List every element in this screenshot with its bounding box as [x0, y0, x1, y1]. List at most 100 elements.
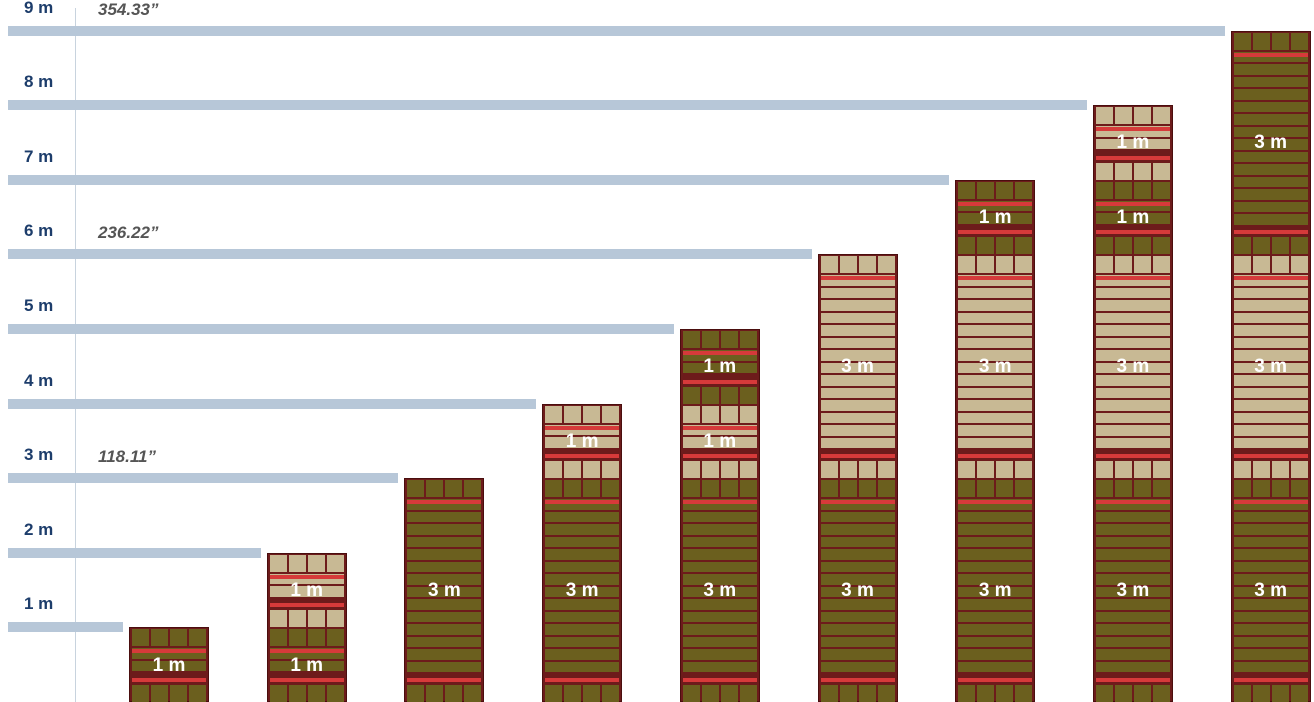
segment-plank	[820, 300, 895, 311]
segment-3m: 3 m	[1233, 480, 1308, 702]
segment-plank	[1233, 362, 1308, 374]
segment-plank	[1095, 200, 1170, 212]
segment-beam	[820, 276, 895, 281]
segment-3m: 3 m	[407, 480, 482, 702]
segment-plank	[1095, 636, 1170, 648]
segment-label: 1 m	[703, 430, 737, 452]
segment-cell-row	[1095, 461, 1170, 479]
segment-plank	[545, 649, 620, 660]
segment-cell-row	[958, 461, 1033, 479]
segment-plank	[545, 624, 620, 635]
segment-plank	[1095, 337, 1170, 349]
segment-plank	[1095, 287, 1170, 299]
segment-beam	[958, 230, 1033, 235]
segment-cell-row	[958, 181, 1033, 199]
segment-cell-row	[1233, 32, 1308, 50]
segment-plank	[958, 649, 1033, 660]
segment-plank	[682, 599, 757, 610]
segment-plank	[958, 400, 1033, 411]
segment-plank	[682, 424, 757, 436]
inch-label-9m: 354.33”	[98, 0, 159, 19]
segment-plank	[407, 524, 482, 535]
segment-beam	[1233, 677, 1308, 682]
segment-cell-row	[820, 684, 895, 702]
segment-label: 1 m	[152, 654, 186, 676]
segment-plank	[545, 424, 620, 436]
segment-plank	[1095, 549, 1170, 560]
segment-cell-row	[1233, 461, 1308, 479]
segment-cell-row	[545, 480, 620, 498]
segment-plank	[407, 536, 482, 548]
segment-cell-row	[132, 684, 206, 702]
segment-beam	[545, 500, 620, 505]
segment-plank	[545, 549, 620, 560]
segment-label: 3 m	[841, 580, 874, 602]
segment-plank	[958, 350, 1033, 361]
segment-beam	[269, 603, 344, 608]
segment-plank	[820, 649, 895, 660]
segment-plank	[1095, 350, 1170, 361]
segment-plank	[1233, 139, 1308, 150]
segment-plank	[1095, 649, 1170, 660]
segment-plank	[1095, 387, 1170, 399]
segment-1m: 1 m	[269, 554, 344, 628]
segment-cell-row	[1233, 256, 1308, 274]
segment-plank	[407, 511, 482, 523]
segment-plank	[958, 300, 1033, 311]
segment-label: 1 m	[1116, 132, 1150, 154]
segment-plank	[958, 375, 1033, 386]
segment-plank	[820, 362, 895, 374]
segment-plank	[682, 437, 757, 448]
segment-1m: 1 m	[958, 181, 1033, 255]
segment-plank	[407, 636, 482, 648]
scale-label-1m: 1 m	[24, 594, 54, 614]
segment-plank	[958, 636, 1033, 648]
segment-plank	[1233, 387, 1308, 399]
height-bar-2m	[8, 547, 261, 558]
segment-plank	[958, 549, 1033, 560]
segment-label: 1 m	[703, 356, 737, 378]
segment-plank	[958, 624, 1033, 635]
scale-label-3m: 3 m	[24, 445, 54, 465]
segment-plank	[1233, 325, 1308, 336]
vertical-axis-line	[75, 8, 76, 702]
segment-label: 3 m	[1116, 580, 1150, 602]
segment-plank	[820, 549, 895, 560]
segment-beam	[1233, 276, 1308, 281]
segment-3m: 3 m	[820, 480, 895, 702]
segment-plank	[1233, 101, 1308, 113]
segment-plank	[1233, 499, 1308, 510]
segment-beam	[1233, 52, 1308, 57]
segment-plank	[1233, 661, 1308, 673]
segment-beam	[545, 677, 620, 682]
segment-plank	[820, 599, 895, 610]
segment-label: 3 m	[1116, 356, 1150, 378]
segment-plank	[820, 574, 895, 585]
tower-column-6m: 3 m 3 m	[817, 254, 898, 702]
tower-column-3m: 3 m	[404, 478, 485, 702]
segment-cell-row	[269, 684, 344, 702]
segment-label: 3 m	[978, 580, 1012, 602]
segment-plank	[820, 437, 895, 449]
height-bar-3m	[8, 473, 399, 484]
segment-plank	[1233, 599, 1308, 610]
inch-label-6m: 236.22”	[98, 223, 159, 243]
segment-plank	[1095, 325, 1170, 336]
segment-plank	[958, 362, 1033, 374]
segment-plank	[1233, 151, 1308, 163]
segment-label: 3 m	[978, 356, 1012, 378]
segment-3m: 3 m	[682, 480, 757, 702]
segment-plank	[1095, 400, 1170, 411]
segment-plank	[545, 599, 620, 610]
segment-plank	[1233, 201, 1308, 213]
segment-plank	[958, 561, 1033, 573]
segment-plank	[132, 660, 206, 672]
segment-plank	[820, 337, 895, 349]
segment-cell-row	[682, 480, 757, 498]
segment-plank	[1233, 312, 1308, 324]
segment-cell-row	[820, 480, 895, 498]
segment-label: 3 m	[703, 580, 737, 602]
segment-plank	[958, 599, 1033, 610]
segment-plank	[407, 574, 482, 585]
segment-plank	[1095, 599, 1170, 610]
